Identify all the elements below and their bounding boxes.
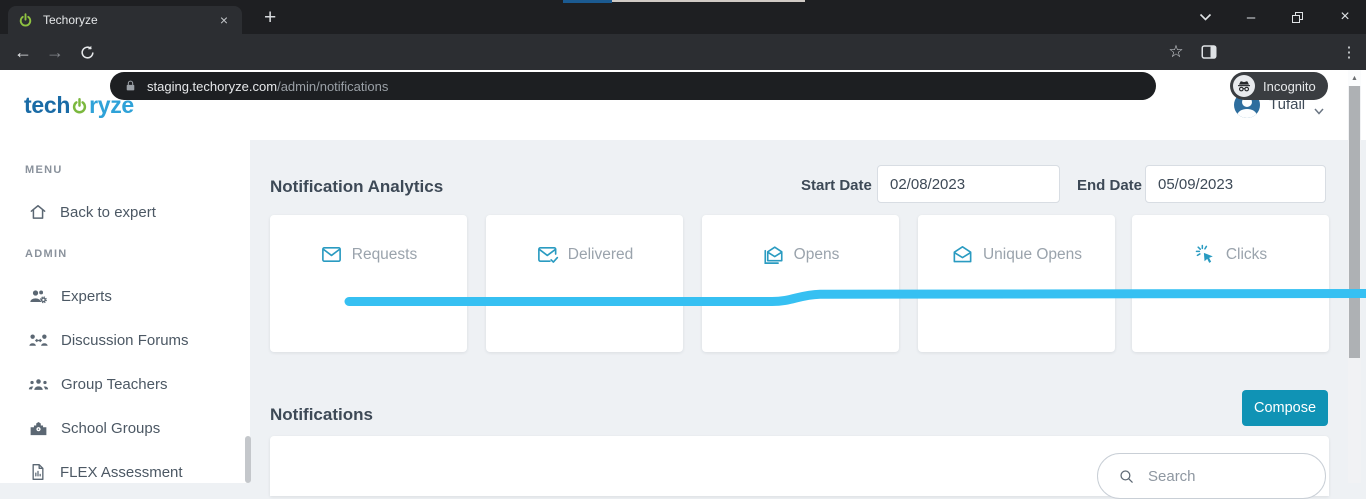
- stat-card-clicks[interactable]: Clicks: [1132, 215, 1329, 352]
- reload-button[interactable]: [72, 34, 102, 70]
- drafts-stack-icon: [764, 246, 783, 264]
- notifications-title: Notifications: [270, 405, 373, 424]
- group-teachers-icon: [28, 378, 49, 390]
- sidebar-item-label: Group Teachers: [61, 375, 168, 393]
- school-groups-icon: [30, 421, 47, 435]
- browser-menu-dots-icon[interactable]: ⋮: [1341, 44, 1357, 61]
- sidebar-item-experts[interactable]: Experts: [28, 284, 112, 308]
- search-box[interactable]: [1097, 453, 1326, 499]
- search-input[interactable]: [1148, 467, 1288, 485]
- sidebar-item-school-groups[interactable]: School Groups: [28, 416, 160, 440]
- incognito-badge: Incognito: [1230, 72, 1328, 100]
- tab-title: Techoryze: [43, 13, 98, 27]
- side-panel-icon[interactable]: [1200, 43, 1218, 66]
- back-button[interactable]: ←: [14, 41, 32, 62]
- logo-text-tech: tech: [24, 92, 71, 118]
- tab-search-chevron-icon[interactable]: [1190, 0, 1220, 34]
- top-edge-artifact-blue: [563, 0, 612, 3]
- reload-icon: [80, 45, 94, 59]
- scrollbar-up-arrow[interactable]: ▲: [1348, 70, 1361, 86]
- sidebar-item-discussion-forums[interactable]: Discussion Forums: [28, 328, 189, 352]
- window-restore-button[interactable]: [1282, 0, 1312, 34]
- start-date-label: Start Date: [801, 177, 872, 194]
- mail-icon: [321, 246, 341, 263]
- analytics-title: Notification Analytics: [270, 177, 444, 196]
- stat-card-opens[interactable]: Opens: [702, 215, 899, 352]
- window-minimize-button[interactable]: –: [1246, 8, 1256, 26]
- browser-toolbar: ← → staging.techoryze.com/admin/notifica…: [0, 34, 1366, 100]
- open-mail-icon: [953, 246, 972, 263]
- restore-icon: [1291, 11, 1303, 23]
- sidebar-item-group-teachers[interactable]: Group Teachers: [28, 372, 167, 396]
- url-bar[interactable]: staging.techoryze.com/admin/notification…: [110, 72, 1156, 100]
- compose-button[interactable]: Compose: [1242, 390, 1328, 426]
- incognito-icon: [1233, 75, 1255, 97]
- url-host: staging.techoryze.com: [147, 78, 278, 94]
- sidebar-item-label: School Groups: [61, 419, 161, 437]
- sidebar-item-label: FLEX Assessment: [60, 463, 183, 481]
- stat-card-label: Opens: [793, 245, 840, 263]
- new-tab-button[interactable]: +: [264, 6, 277, 29]
- stat-card-label: Requests: [351, 245, 418, 263]
- mail-check-icon: [537, 246, 558, 263]
- sidebar-item-label: Back to expert: [60, 203, 156, 221]
- sidebar-item-flex-assessment[interactable]: FLEX Assessment: [28, 460, 183, 484]
- url-path: /admin/notifications: [277, 78, 389, 94]
- page-scrollbar[interactable]: ▲: [1348, 70, 1361, 483]
- click-cursor-icon: [1195, 244, 1213, 263]
- experts-icon: [30, 289, 47, 303]
- stat-card-label: Clicks: [1225, 245, 1268, 263]
- search-icon: [1120, 469, 1133, 483]
- bookmark-star-icon[interactable]: ☆: [1168, 42, 1184, 61]
- logo-power-icon: [72, 98, 87, 114]
- power-favicon-icon: [19, 12, 32, 26]
- end-date-input[interactable]: [1145, 165, 1326, 203]
- stat-card-requests[interactable]: Requests: [270, 215, 467, 352]
- logo[interactable]: tech ryze: [24, 92, 134, 119]
- lock-icon: [126, 80, 135, 91]
- scrollbar-thumb[interactable]: [1349, 86, 1360, 358]
- user-menu-name[interactable]: Tufail: [1269, 96, 1306, 113]
- tab-close-icon[interactable]: ×: [219, 12, 228, 28]
- user-menu-chevron-icon[interactable]: [1314, 102, 1324, 120]
- incognito-label: Incognito: [1263, 78, 1316, 94]
- stat-card-label: Unique Opens: [982, 245, 1083, 263]
- stat-card-delivered[interactable]: Delivered: [486, 215, 683, 352]
- discussion-forums-icon: [29, 333, 48, 346]
- start-date-input[interactable]: [877, 165, 1060, 203]
- browser-tab-strip: Techoryze × + – ×: [0, 0, 1366, 34]
- sidebar-item-back-to-expert[interactable]: Back to expert: [28, 200, 156, 224]
- menu-section-label: MENU: [25, 164, 63, 176]
- window-close-button[interactable]: ×: [1340, 8, 1350, 25]
- sidebar: tech ryze MENU Back to expert ADMIN Expe…: [0, 70, 251, 484]
- sidebar-item-label: Discussion Forums: [61, 331, 189, 349]
- browser-tab[interactable]: Techoryze ×: [8, 6, 242, 34]
- forward-button[interactable]: →: [46, 41, 64, 62]
- sidebar-item-label: Experts: [61, 287, 112, 305]
- top-edge-artifact-light: [612, 0, 805, 2]
- sidebar-scrollbar-thumb[interactable]: [245, 436, 251, 483]
- admin-section-label: ADMIN: [25, 248, 68, 260]
- stat-card-unique-opens[interactable]: Unique Opens: [918, 215, 1115, 352]
- home-icon: [30, 205, 46, 219]
- assessment-doc-icon: [32, 464, 44, 480]
- stat-card-label: Delivered: [567, 245, 634, 263]
- end-date-label: End Date: [1077, 177, 1143, 194]
